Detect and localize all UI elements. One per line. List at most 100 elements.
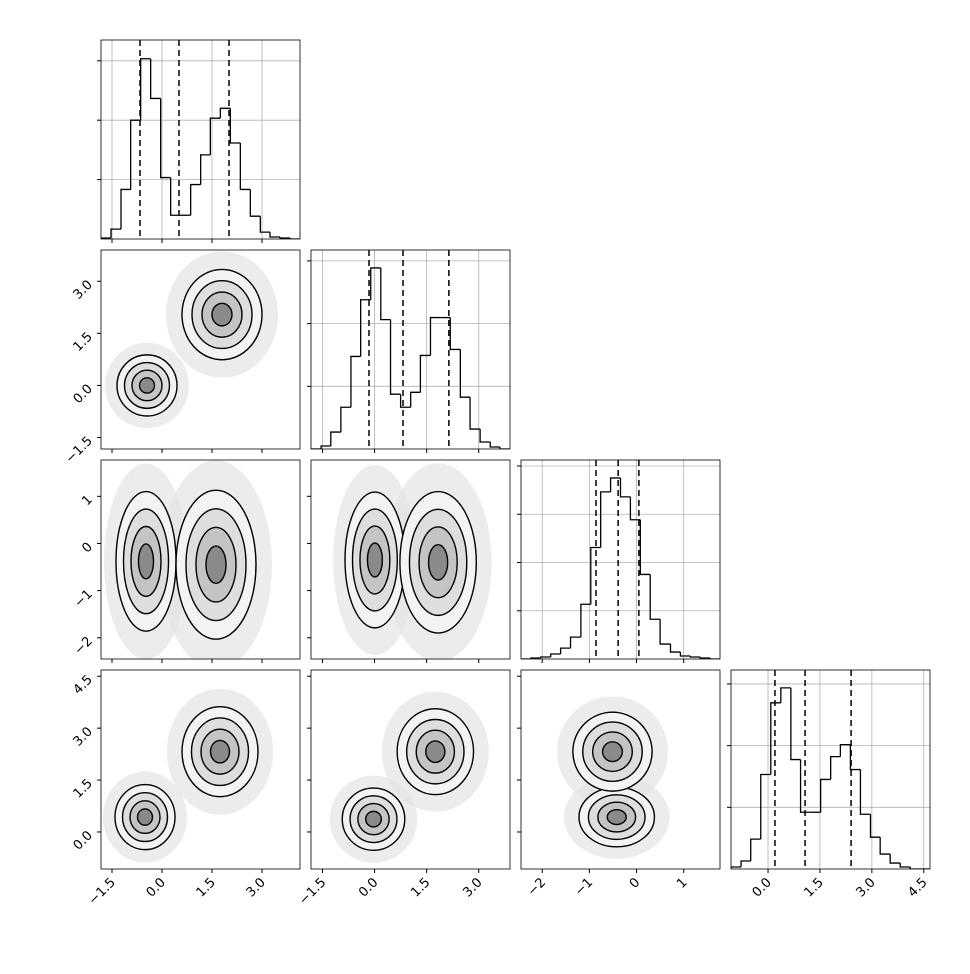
x-tick-label: 3.0	[244, 875, 269, 900]
histogram-bin	[669, 644, 681, 653]
histogram-bin	[449, 317, 461, 351]
histogram-bin	[559, 647, 571, 654]
y-tick-label: 0	[79, 540, 95, 556]
histogram-bin	[869, 814, 881, 838]
histogram-panel	[307, 249, 511, 453]
histogram-bin	[580, 603, 591, 638]
plot-area	[311, 250, 510, 449]
histogram-bin	[699, 656, 711, 659]
histogram-bin	[499, 446, 510, 449]
histogram-bin	[380, 267, 391, 321]
panel-frame	[520, 669, 721, 870]
density-panel: −1.5 0.0 1.5 3.0 0.0 1.5 3.0 4.5	[71, 669, 301, 908]
x-tick-label: 1.5	[408, 875, 433, 900]
x-tick-label: 1.5	[802, 875, 827, 900]
histogram-bin	[569, 636, 581, 649]
contour	[211, 302, 233, 327]
histogram-bin	[140, 58, 151, 121]
histogram-bin	[410, 391, 421, 408]
histogram-bin	[790, 687, 801, 761]
x-tick-label: −2	[525, 875, 549, 899]
contour	[137, 543, 155, 580]
x-tick-label: 0.0	[356, 875, 381, 900]
histogram-bin	[830, 755, 841, 780]
x-tick-label: 0.0	[750, 875, 775, 900]
panel-frame	[310, 459, 511, 660]
plot-area	[557, 696, 670, 859]
y-tick-label: 1.5	[71, 330, 96, 355]
panel-frame	[100, 459, 301, 660]
y-tick-label: 0.0	[71, 382, 96, 407]
histogram-bin	[170, 177, 181, 216]
panel-frame	[310, 249, 511, 450]
contour	[136, 808, 154, 826]
histogram-bin	[269, 232, 280, 238]
contour	[364, 810, 383, 828]
plot-area	[105, 251, 278, 429]
y-tick-label: −1	[72, 587, 96, 611]
histogram-bin	[540, 656, 551, 659]
contour	[427, 543, 449, 581]
contour	[366, 542, 384, 578]
histogram-bin	[760, 773, 771, 840]
histogram-bin	[160, 98, 171, 179]
histogram-bin	[889, 854, 901, 864]
histogram-bin	[859, 769, 871, 815]
density-panel	[307, 459, 511, 663]
histogram-panel: 0.0 1.5 3.0 4.5	[727, 669, 931, 900]
contour	[606, 808, 627, 826]
histogram-bin	[629, 496, 641, 521]
x-tick-label: −1.5	[86, 875, 119, 908]
plot-area	[101, 40, 300, 239]
histogram-bin	[639, 519, 651, 576]
histogram-bin	[120, 188, 131, 230]
x-tick-label: 0	[627, 875, 643, 891]
histogram-bin	[229, 108, 241, 144]
histogram-panel	[97, 39, 301, 243]
panel-frame	[100, 39, 301, 240]
histogram-bin	[279, 236, 290, 239]
histogram-bin	[370, 267, 381, 300]
histogram-bin	[590, 546, 601, 605]
histogram-panel	[517, 459, 721, 663]
histogram-bin	[101, 237, 111, 239]
histogram-bin	[469, 397, 481, 430]
histogram-bin	[320, 445, 331, 449]
histogram-bin	[709, 658, 720, 659]
y-tick-label: −2	[72, 634, 96, 658]
plot-area	[103, 688, 274, 863]
panel-frame	[100, 669, 301, 870]
panel-frame	[520, 459, 721, 660]
plot-area	[329, 691, 489, 863]
histogram-bin	[479, 429, 491, 443]
histogram-bin	[899, 863, 911, 868]
x-tick-label: 3.0	[460, 875, 485, 900]
histogram-bin	[909, 867, 920, 869]
histogram-bin	[209, 117, 221, 155]
histogram-bin	[740, 860, 751, 868]
x-tick-label: 1.5	[194, 875, 219, 900]
histogram-bin	[839, 743, 851, 757]
histogram-bin	[110, 228, 121, 239]
histogram-bin	[190, 183, 201, 216]
y-tick-label: 3.0	[71, 277, 96, 302]
histogram-bin	[770, 702, 781, 775]
histogram-bin	[249, 189, 261, 217]
histogram-bin	[679, 652, 691, 657]
histogram-bin	[429, 316, 441, 356]
y-tick-label: 1	[79, 493, 95, 509]
panel-frame	[310, 669, 511, 870]
histogram-bin	[780, 687, 791, 703]
histogram-bin	[879, 837, 891, 855]
histogram-bin	[750, 838, 761, 861]
histogram-bin	[399, 394, 411, 408]
histogram-bin	[689, 656, 701, 658]
histogram-bin	[799, 759, 811, 813]
plot-area	[731, 670, 930, 869]
density-panel: −1.5 0.0 1.5 3.0	[296, 669, 511, 908]
histogram-bin	[219, 107, 231, 119]
histogram-bin	[239, 143, 251, 191]
histogram-bin	[600, 491, 611, 548]
x-tick-label: 3.0	[853, 875, 878, 900]
